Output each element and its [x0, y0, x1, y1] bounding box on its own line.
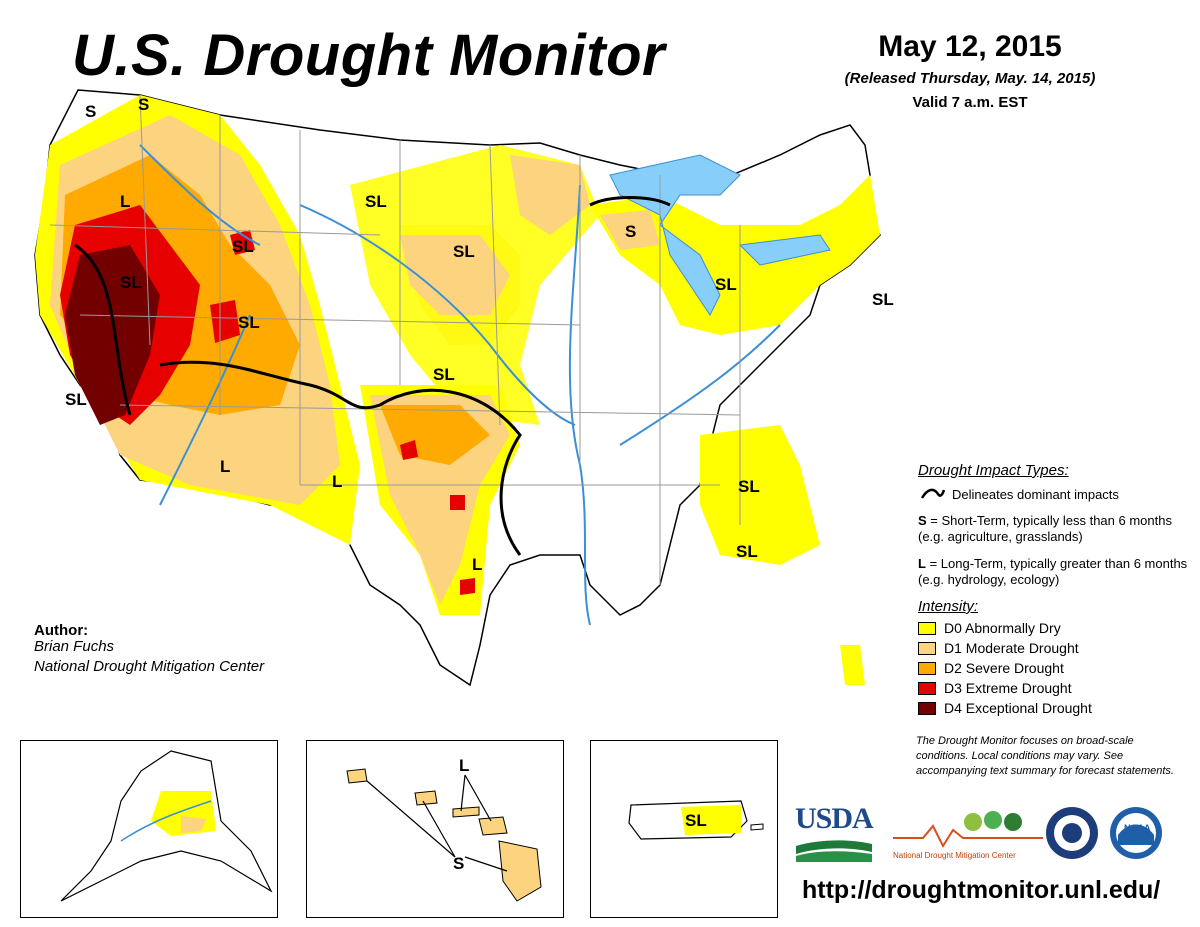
legend-d0-label: D0 Abnormally Dry	[944, 620, 1061, 636]
label-sl-mi: SL	[715, 275, 737, 294]
alaska-inset	[20, 740, 278, 918]
legend-d1-label: D1 Moderate Drought	[944, 640, 1079, 656]
pr-d0	[681, 805, 741, 835]
d0-florida	[840, 645, 865, 685]
map-date: May 12, 2015	[878, 30, 1062, 63]
impact-long-desc: = Long-Term, typically greater than 6 mo…	[918, 556, 1188, 587]
author-heading: Author:	[34, 622, 89, 639]
pr-label-sl: SL	[685, 811, 707, 830]
usda-logo: USDA	[795, 802, 874, 835]
impact-delineates: Delineates dominant impacts	[952, 487, 1119, 502]
noaa-logo-text: NOAA	[1124, 823, 1151, 833]
label-sl-tn: SL	[738, 477, 760, 496]
mississippi-river	[568, 184, 591, 626]
impact-short-key: S	[918, 513, 927, 528]
usda-swoosh-icon	[796, 840, 872, 862]
great-lakes-water	[609, 154, 741, 316]
label-sl-ca: SL	[65, 390, 87, 409]
hawaii-label-l: L	[459, 756, 469, 775]
label-sl-ks: SL	[433, 365, 455, 384]
label-sl-sd: SL	[453, 242, 475, 261]
colorado-river	[159, 314, 251, 506]
author-name: Brian Fuchs	[34, 638, 115, 655]
d1-wisconsin	[600, 210, 660, 250]
impact-long-key: L	[918, 556, 926, 571]
d1-mn	[510, 155, 590, 235]
impact-short-term: S = Short-Term, typically less than 6 mo…	[918, 513, 1188, 545]
swatch-d3	[918, 681, 936, 695]
label-l-or: L	[120, 192, 130, 211]
hawaii-impact-lines	[366, 774, 508, 872]
legend-d4: D4 Exceptional Drought	[918, 698, 1092, 718]
valid-time: Valid 7 a.m. EST	[912, 94, 1028, 111]
label-sl-ut: SL	[238, 313, 260, 332]
label-s-nw2: S	[138, 95, 149, 114]
legend-d3: D3 Extreme Drought	[918, 678, 1072, 698]
impact-short-desc: = Short-Term, typically less than 6 mont…	[918, 513, 1172, 544]
d3-utah	[210, 300, 240, 343]
hawaii-maui	[478, 816, 508, 836]
pr-island	[750, 823, 764, 831]
hawaii-label-s: S	[453, 854, 464, 873]
d3-ok1	[400, 440, 418, 460]
d3-idaho	[230, 230, 255, 255]
legend-d2: D2 Severe Drought	[918, 658, 1064, 678]
swatch-d1	[918, 641, 936, 655]
d3-tx1	[450, 495, 465, 510]
label-l-az: L	[220, 457, 230, 476]
legend-d4-label: D4 Exceptional Drought	[944, 700, 1092, 716]
label-sl-nv: SL	[120, 273, 142, 292]
release-date: (Released Thursday, May. 14, 2015)	[844, 70, 1096, 87]
intensity-title: Intensity:	[918, 598, 979, 615]
missouri-river	[299, 204, 576, 426]
monitor-note: The Drought Monitor focuses on broad-sca…	[916, 735, 1174, 777]
state-borders	[49, 94, 741, 585]
label-l-tx: L	[472, 555, 482, 574]
lake-erie-water	[738, 234, 831, 266]
label-s-mn: S	[625, 222, 636, 241]
label-sl-ga: SL	[736, 542, 758, 561]
impact-types-title: Drought Impact Types:	[918, 462, 1069, 479]
ohio-river	[619, 324, 781, 446]
delineate-icon	[920, 488, 946, 499]
d0-southeast	[700, 425, 820, 565]
label-sl-id: SL	[232, 237, 254, 256]
snake-river	[139, 144, 261, 246]
legend-d1: D1 Moderate Drought	[918, 638, 1079, 658]
d3-tx2	[460, 578, 475, 595]
hawaii-molokai	[452, 806, 480, 818]
page-title: U.S. Drought Monitor	[72, 23, 666, 88]
d4-west	[65, 245, 160, 425]
puerto-rico-inset: SL	[590, 740, 778, 918]
legend-d3-label: D3 Extreme Drought	[944, 680, 1072, 696]
ndmc-logo-text: National Drought Mitigation Center	[893, 851, 1016, 860]
impact-boundaries	[74, 196, 671, 556]
alaska-rivers	[120, 800, 212, 842]
hawaii-big-island	[498, 840, 542, 902]
conus-drought-map: S S L SL SL SL SL SL L L SL L SL S SL SL…	[34, 89, 894, 687]
swatch-d4	[918, 701, 936, 715]
legend-d0: D0 Abnormally Dry	[918, 618, 1061, 638]
alaska-d1	[181, 816, 206, 833]
impact-long-term: L = Long-Term, typically greater than 6 …	[918, 556, 1188, 588]
label-sl-ny: SL	[872, 290, 894, 309]
label-s-nw1: S	[85, 102, 96, 121]
label-sl-mt: SL	[365, 192, 387, 211]
d1-dakotas	[400, 235, 510, 315]
monitor-url[interactable]: http://droughtmonitor.unl.edu/	[802, 876, 1161, 904]
label-l-nm: L	[332, 472, 342, 491]
hawaii-oahu	[414, 790, 438, 806]
author-org: National Drought Mitigation Center	[34, 658, 265, 675]
hawaii-inset: L S	[306, 740, 564, 918]
ndmc-logo-icon	[893, 811, 1043, 849]
swatch-d0	[918, 621, 936, 635]
swatch-d2	[918, 661, 936, 675]
hawaii-kauai	[346, 768, 368, 784]
legend-d2-label: D2 Severe Drought	[944, 660, 1064, 676]
commerce-seal-icon	[1046, 807, 1098, 859]
noaa-logo-icon: NOAA	[1110, 807, 1162, 859]
